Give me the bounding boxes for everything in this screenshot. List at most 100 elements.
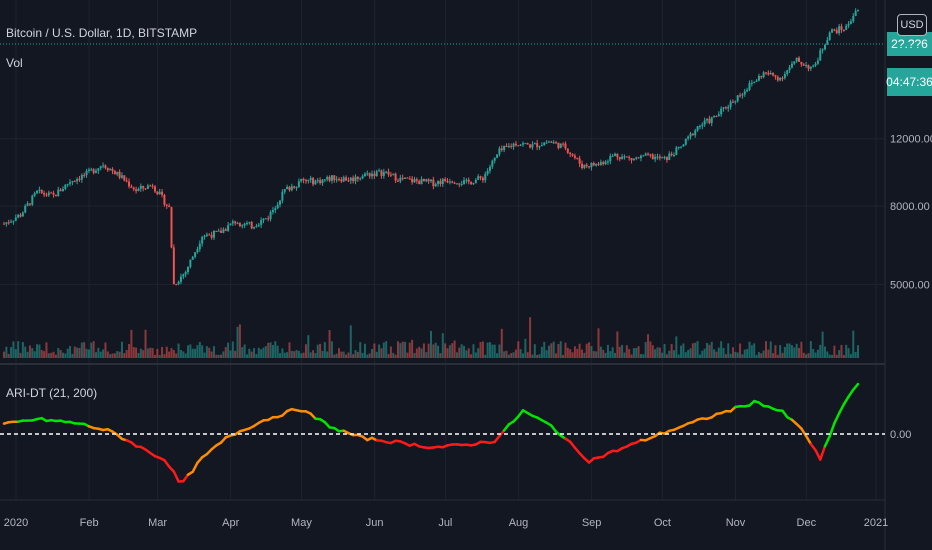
- candle-body: [165, 204, 168, 206]
- indicator-legend[interactable]: ARI-DT (21, 200): [6, 386, 98, 400]
- volume-bar: [798, 347, 801, 358]
- candle-body: [161, 191, 164, 195]
- oscillator-segment: [517, 409, 525, 418]
- candle-body: [5, 222, 8, 224]
- candle-body: [123, 175, 126, 181]
- candle-body: [50, 192, 53, 194]
- volume-bar: [420, 348, 423, 358]
- candle-body: [297, 181, 300, 188]
- volume-bar: [238, 324, 241, 358]
- volume-bar: [849, 354, 852, 358]
- volume-bar: [335, 353, 338, 358]
- volume-bar: [170, 348, 173, 358]
- candle-body: [680, 146, 683, 148]
- volume-bar: [38, 344, 41, 358]
- volume-bar: [507, 354, 510, 358]
- volume-bar: [654, 349, 657, 358]
- volume-bar: [373, 343, 376, 358]
- volume-bar: [321, 350, 324, 358]
- volume-bar: [828, 354, 831, 358]
- volume-bar: [434, 342, 437, 358]
- volume-bar: [208, 347, 211, 358]
- volume-bar: [326, 351, 329, 358]
- candle-body: [434, 184, 437, 187]
- volume-bar: [125, 350, 128, 358]
- volume-bar: [696, 341, 699, 358]
- candle-body: [559, 143, 562, 149]
- candle-body: [175, 284, 178, 286]
- price-tick-label: 12000.00: [890, 134, 932, 146]
- volume-bar: [538, 354, 541, 358]
- currency-button[interactable]: USD: [897, 14, 927, 36]
- volume-bar: [809, 341, 812, 358]
- volume-bar: [271, 344, 274, 358]
- volume-bar: [352, 354, 355, 358]
- volume-bar: [840, 344, 843, 358]
- candle-body: [519, 144, 522, 146]
- symbol-legend[interactable]: Bitcoin / U.S. Dollar, 1D, BITSTAMP: [6, 26, 198, 40]
- volume-bar: [40, 349, 43, 358]
- candle-body: [57, 189, 60, 197]
- volume-bar: [411, 339, 414, 358]
- time-tick-label: Aug: [509, 517, 529, 529]
- volume-bar: [540, 346, 543, 358]
- volume-bar: [196, 345, 199, 358]
- candle-body: [40, 189, 43, 193]
- candle-body: [573, 155, 576, 158]
- candle-body: [760, 75, 763, 78]
- volume-bar: [135, 347, 138, 358]
- volume-bar: [283, 352, 286, 358]
- candle-body: [621, 156, 624, 160]
- oscillator-line: [2, 382, 860, 483]
- candle-body: [316, 180, 319, 182]
- candle-body: [854, 10, 857, 16]
- candle-body: [488, 166, 491, 171]
- candle-body: [588, 166, 591, 168]
- candle-body: [455, 183, 458, 185]
- volume-bar: [10, 347, 13, 358]
- candle-body: [439, 181, 442, 185]
- volume-bar: [592, 351, 595, 358]
- candle-body: [592, 162, 595, 166]
- candle-body: [606, 161, 609, 163]
- candle-body: [168, 205, 171, 208]
- volume-bar: [142, 350, 145, 358]
- candle-body: [838, 26, 841, 34]
- candle-body: [361, 176, 364, 179]
- candle-body: [222, 229, 225, 233]
- candle-body: [64, 184, 67, 189]
- volume-bar: [788, 343, 791, 358]
- time-tick-label: Mar: [148, 517, 167, 529]
- candle-body: [14, 217, 17, 221]
- volume-bar: [838, 350, 841, 358]
- volume-bar: [821, 331, 824, 358]
- volume-bar: [651, 345, 654, 358]
- volume-bar: [774, 345, 777, 358]
- volume-bar: [724, 354, 727, 358]
- volume-bar: [460, 344, 463, 358]
- candle-body: [703, 120, 706, 125]
- oscillator-segment: [493, 434, 501, 444]
- volume-bar: [748, 341, 751, 358]
- candle-body: [12, 220, 15, 222]
- volume-bar: [78, 348, 81, 358]
- time-axis-labels: 2020 Feb Mar Apr May Jun Jul Aug Sep Oct Nov Dec 202…: [4, 517, 888, 529]
- candle-body: [356, 176, 359, 179]
- volume-bar: [833, 345, 836, 358]
- volume-bar: [432, 344, 435, 358]
- candle-body: [833, 29, 836, 31]
- volume-legend[interactable]: Vol: [6, 56, 23, 70]
- volume-bar: [755, 354, 758, 358]
- candle-body: [328, 176, 331, 181]
- candle-body: [491, 160, 494, 167]
- candle-body: [354, 176, 357, 182]
- candle-body: [394, 173, 397, 181]
- candle-body: [566, 148, 569, 153]
- candle-body: [486, 170, 489, 175]
- candle-body: [510, 145, 513, 147]
- volume-bar: [54, 354, 57, 358]
- volume-bar: [220, 354, 223, 358]
- candle-body: [26, 203, 29, 206]
- candle-body: [529, 144, 532, 148]
